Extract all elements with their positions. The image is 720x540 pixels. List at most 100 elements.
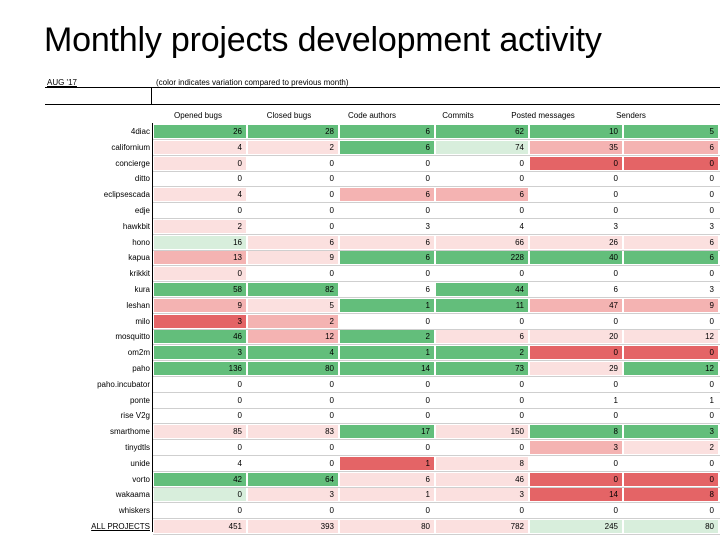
table-cell: 0: [340, 393, 434, 407]
table-cell: 6: [340, 125, 434, 138]
table-cell: 0: [154, 393, 246, 407]
table-cell: 0: [248, 267, 338, 281]
column-header: Code authors: [347, 111, 397, 120]
table-cell: 2: [624, 441, 718, 454]
table-cell: 0: [154, 156, 246, 170]
table-cell: 1: [340, 298, 434, 312]
table-cell: 40: [530, 251, 622, 265]
column-header: Senders: [616, 111, 646, 120]
table-cell: 12: [248, 330, 338, 344]
row-divider: [153, 186, 720, 188]
table-cell: 9: [154, 298, 246, 312]
table-cell: 0: [530, 472, 622, 486]
table-cell: 8: [436, 456, 528, 470]
table-cell: 0: [340, 172, 434, 186]
row-label: wakaama: [115, 490, 150, 500]
column-header: Posted messages: [511, 111, 575, 120]
row-label: smarthome: [109, 427, 150, 437]
table-cell: 0: [624, 314, 718, 328]
table-cell: 0: [340, 504, 434, 518]
table-cell: 85: [154, 425, 246, 439]
table-cell: 0: [340, 204, 434, 217]
table-cell: 2: [248, 314, 338, 328]
row-label: milo: [135, 316, 150, 326]
row-divider: [153, 518, 720, 520]
row-label: krikkit: [129, 269, 150, 279]
table-cell: 5: [624, 125, 718, 138]
row-label: ALL PROJECTS: [91, 522, 150, 531]
table-cell: 0: [436, 314, 528, 328]
table-cell: 0: [530, 456, 622, 470]
table-cell: 35: [530, 140, 622, 154]
table-cell: 3: [154, 346, 246, 360]
table-cell: 26: [154, 125, 246, 138]
table-cell: 3: [624, 219, 718, 233]
page-title: Monthly projects development activity: [44, 21, 602, 59]
row-divider: [153, 486, 720, 488]
table-cell: 14: [530, 488, 622, 502]
row-divider: [153, 233, 720, 235]
table-cell: 0: [248, 441, 338, 454]
table-cell: 0: [436, 504, 528, 518]
column-header: Closed bugs: [266, 111, 312, 120]
row-divider: [153, 455, 720, 456]
table-cell: 13: [154, 251, 246, 265]
table-cell: 3: [340, 219, 434, 233]
row-label: mosquitto: [115, 332, 150, 342]
table-cell: 14: [340, 362, 434, 375]
table-cell: 6: [340, 251, 434, 265]
table-cell: 6: [436, 330, 528, 344]
table-cell: 80: [248, 362, 338, 375]
table-cell: 3: [530, 441, 622, 454]
row-divider: [153, 202, 720, 204]
row-divider: [153, 281, 720, 283]
table-cell: 0: [154, 441, 246, 454]
row-divider: [153, 534, 720, 535]
table-cell: 3: [530, 219, 622, 233]
row-divider: [153, 376, 720, 377]
table-cell: 1: [340, 456, 434, 470]
table-cell: 1: [624, 393, 718, 407]
table-cell: 42: [154, 472, 246, 486]
table-cell: 12: [624, 330, 718, 344]
table-cell: 3: [436, 488, 528, 502]
table-cell: 10: [530, 125, 622, 138]
table-cell: 3: [624, 283, 718, 296]
table-cell: 0: [624, 409, 718, 423]
row-divider: [153, 265, 720, 267]
table-cell: 73: [436, 362, 528, 375]
column-header: Opened bugs: [173, 111, 223, 120]
table-cell: 0: [248, 409, 338, 423]
row-label: californium: [111, 142, 150, 152]
table-cell: 83: [248, 425, 338, 439]
row-label: edje: [134, 206, 150, 215]
table-cell: 0: [530, 188, 622, 202]
table-cell: 0: [624, 172, 718, 186]
table-cell: 451: [154, 520, 246, 533]
header-frame: [45, 87, 720, 105]
table-cell: 228: [436, 251, 528, 265]
table-cell: 0: [154, 504, 246, 518]
row-divider: [153, 170, 720, 172]
table-cell: 0: [530, 156, 622, 170]
table-cell: 6: [436, 188, 528, 202]
table-cell: 6: [340, 140, 434, 154]
table-cell: 0: [624, 377, 718, 391]
table-cell: 0: [248, 456, 338, 470]
table-cell: 4: [436, 219, 528, 233]
table-cell: 0: [154, 409, 246, 423]
table-cell: 80: [624, 520, 718, 533]
table-cell: 0: [248, 172, 338, 186]
table-cell: 4: [154, 456, 246, 470]
row-divider: [153, 502, 720, 504]
table-cell: 0: [624, 188, 718, 202]
row-label: leshan: [126, 300, 150, 310]
table-cell: 4: [154, 140, 246, 154]
table-cell: 4: [154, 188, 246, 202]
table-cell: 6: [624, 140, 718, 154]
table-cell: 11: [436, 298, 528, 312]
table-cell: 1: [530, 393, 622, 407]
table-cell: 2: [340, 330, 434, 344]
table-cell: 5: [248, 298, 338, 312]
table-cell: 245: [530, 520, 622, 533]
